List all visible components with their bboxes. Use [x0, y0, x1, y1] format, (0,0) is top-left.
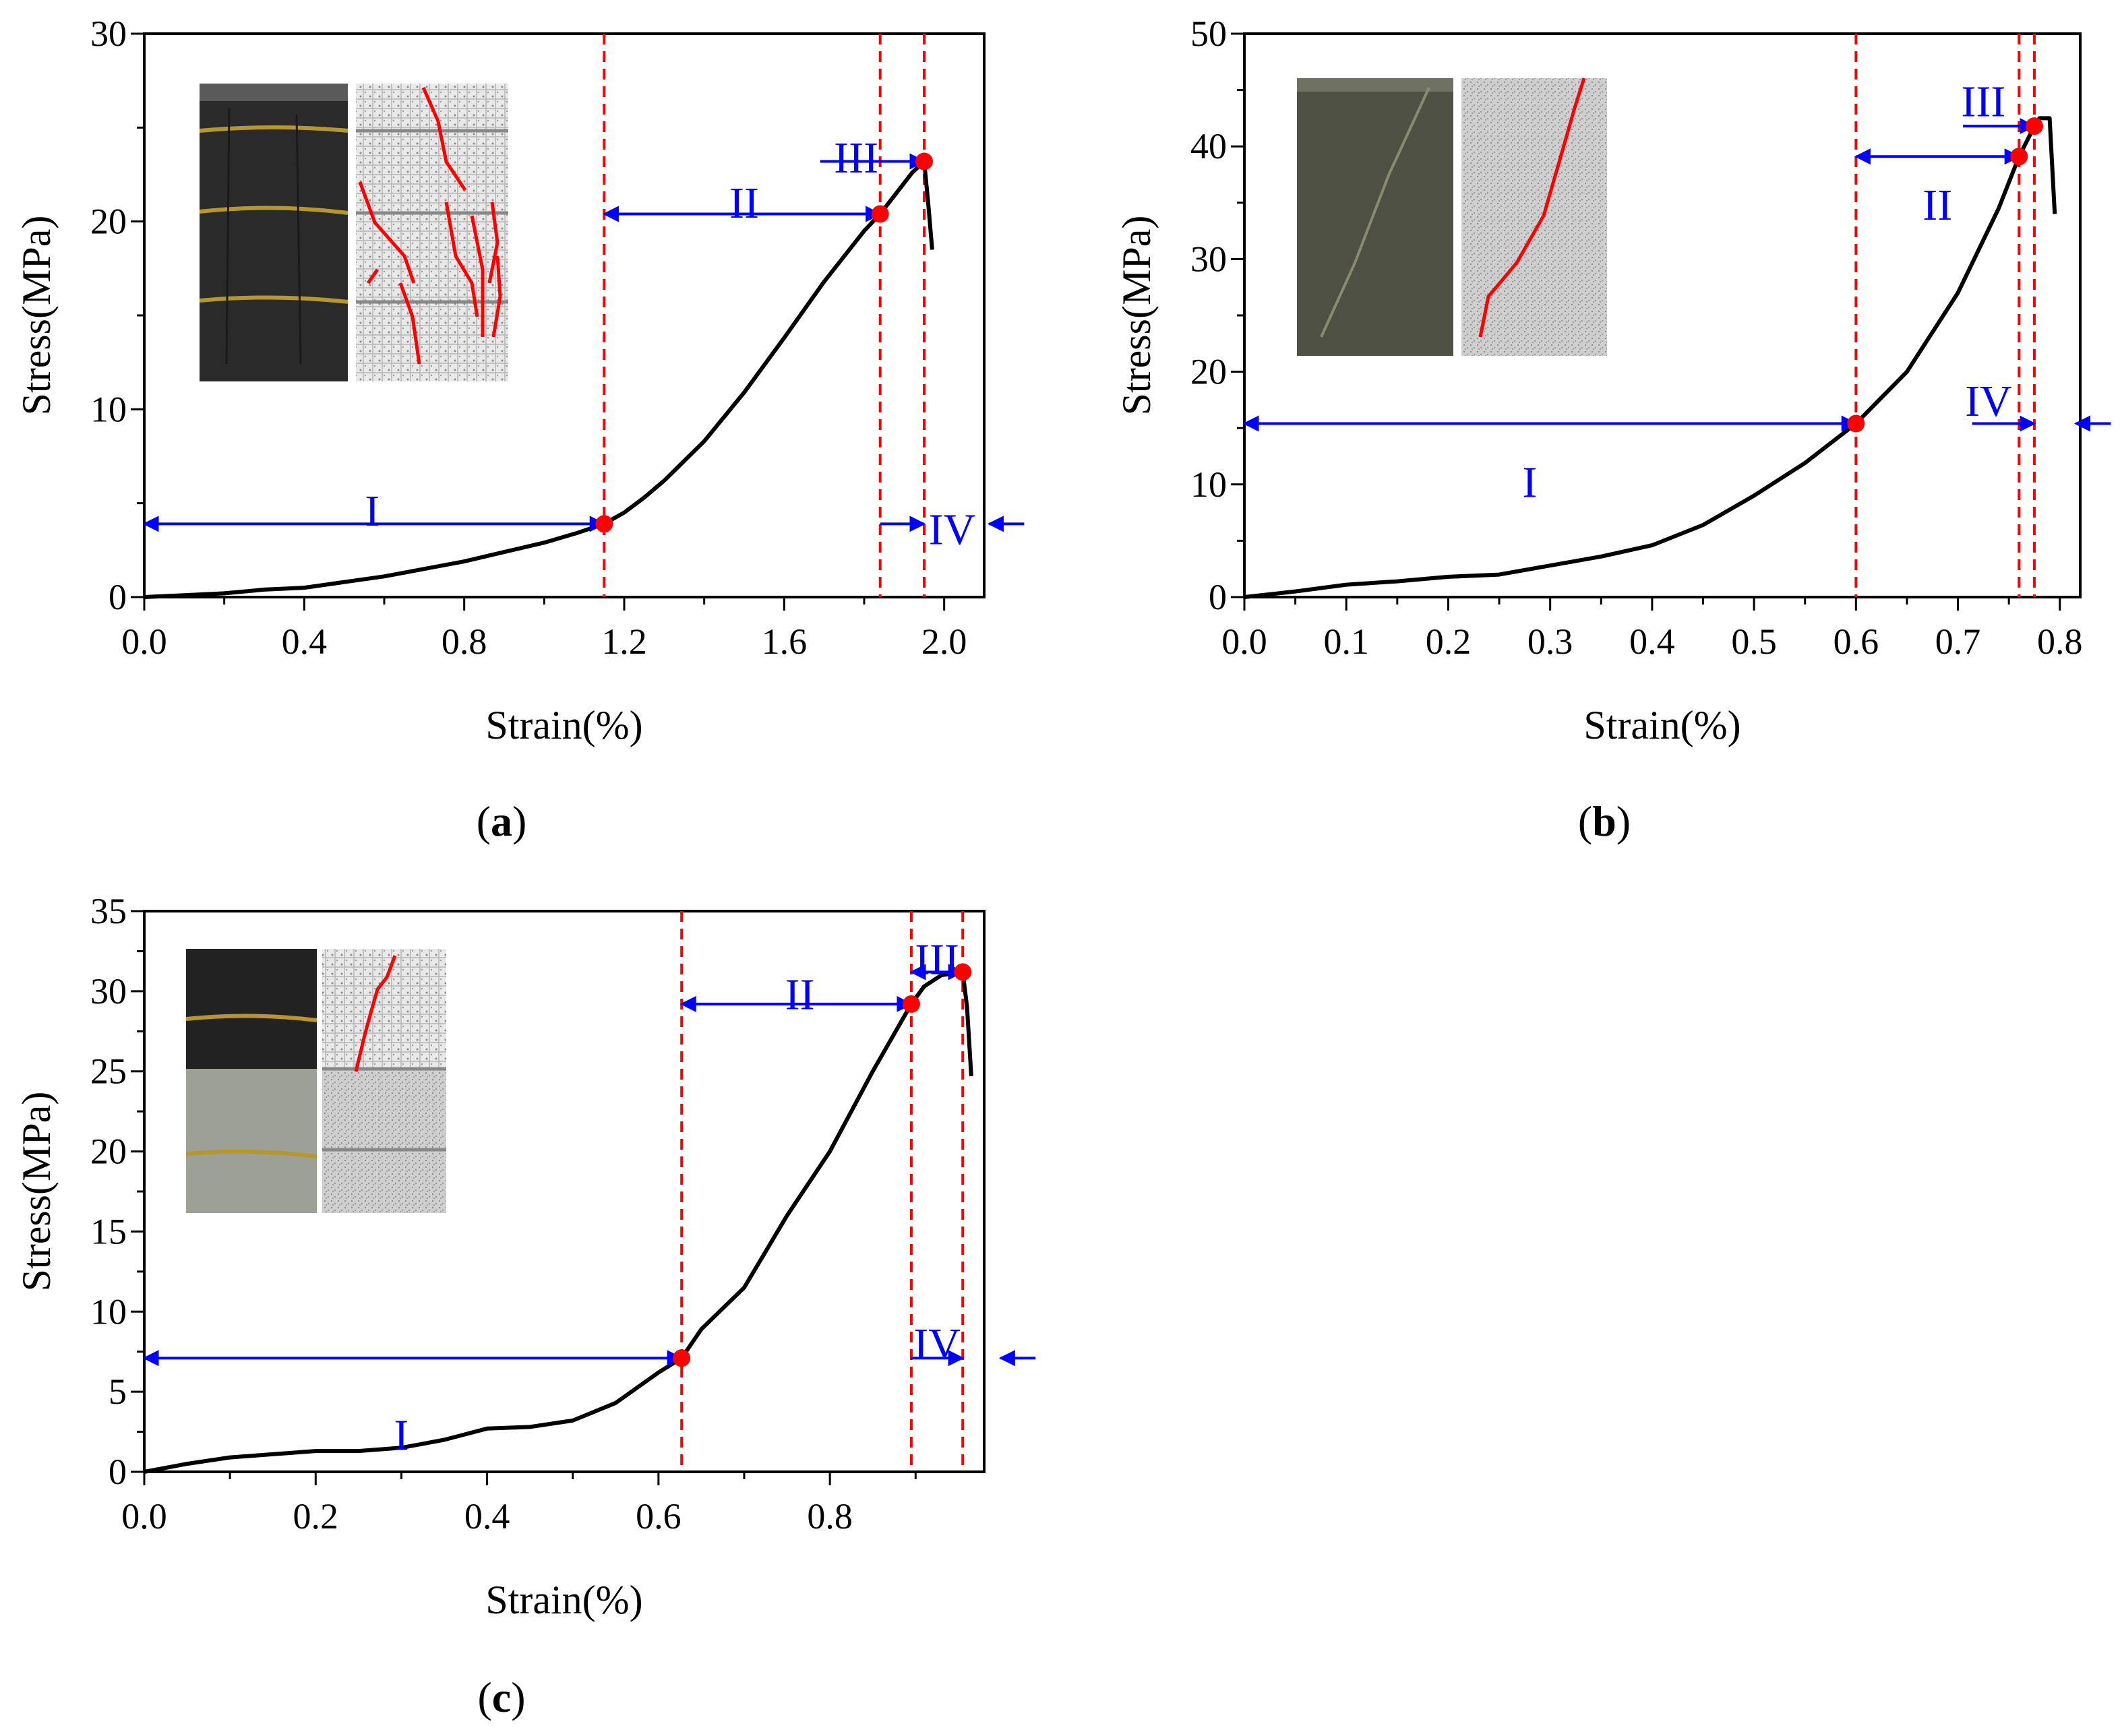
x-axis-title: Strain(%)	[1583, 703, 1740, 747]
x-tick-label: 1.6	[762, 621, 808, 662]
stage-label: III	[915, 935, 959, 984]
specimen-photo-b-cracked	[1461, 78, 1607, 356]
x-tick-label: 0.3	[1527, 621, 1573, 662]
x-tick-label: 0.4	[464, 1496, 510, 1537]
y-axis-title: Stress(MPa)	[14, 216, 59, 416]
specimen-photo-a-intact	[199, 84, 349, 381]
x-tick-label: 0.1	[1323, 621, 1369, 662]
stress-strain-curve	[1244, 116, 2057, 599]
x-tick-label: 0.4	[282, 621, 328, 662]
y-axis-title: Stress(MPa)	[14, 1092, 59, 1292]
x-tick-label: 0.6	[636, 1496, 682, 1537]
y-tick-label: 20	[90, 202, 127, 242]
panel-letter: b	[1592, 797, 1616, 845]
x-tick-label: 0.4	[1629, 621, 1675, 662]
y-tick-label: 10	[1190, 464, 1227, 505]
x-tick-label: 1.2	[601, 621, 647, 662]
x-tick-label: 0.0	[1221, 621, 1267, 662]
stage-label: IV	[929, 505, 976, 555]
x-tick-label: 0.7	[1935, 621, 1981, 662]
y-tick-label: 5	[109, 1371, 127, 1412]
stage-point-marker	[871, 205, 889, 223]
specimen-photo-c-intact	[185, 949, 317, 1213]
stage-label: I	[394, 1410, 408, 1460]
panel-b: 0.0 0.1 0.2 0.3 0.4 0.5 0.6 0.7 0.8 0 10 20 30 40 50 St…	[1114, 13, 2111, 845]
x-tick-label: 0.8	[442, 621, 487, 662]
x-axis-title: Strain(%)	[485, 1578, 642, 1622]
stage-label: III	[1961, 77, 2005, 126]
panel-a: 0.0 0.4 0.8 1.2 1.6 2.0 0 10 20 30 Strain(%) Stress…	[14, 13, 1025, 845]
y-tick-label: 30	[1190, 239, 1227, 279]
y-tick-label: 35	[90, 891, 127, 931]
y-tick-label: 10	[90, 1291, 127, 1332]
specimen-photo-a-cracked	[356, 84, 508, 381]
panel-label: (b)	[1578, 797, 1631, 845]
y-tick-label: 20	[90, 1132, 127, 1172]
panel-label: (c)	[477, 1673, 525, 1721]
x-tick-label: 2.0	[921, 621, 967, 662]
stress-strain-curve	[144, 970, 973, 1474]
stage-label: I	[365, 487, 380, 536]
panel-c: 0.0 0.2 0.4 0.6 0.8 0 5 10 15 20 25 30 35 Strain(%) St…	[14, 891, 1036, 1721]
y-tick-label: 50	[1190, 13, 1227, 54]
y-tick-label: 15	[90, 1211, 127, 1251]
y-axis-title: Stress(MPa)	[1114, 216, 1159, 416]
specimen-photos-c	[185, 949, 446, 1213]
specimen-photos-a	[199, 84, 508, 381]
x-tick-label: 0.2	[1426, 621, 1472, 662]
panel-letter: c	[492, 1673, 511, 1721]
y-tick-label: 20	[1190, 352, 1227, 392]
stage-point-marker	[2025, 117, 2043, 135]
stage-label: I	[1522, 458, 1537, 507]
y-tick-label: 25	[90, 1051, 127, 1092]
specimen-photo-b-intact	[1297, 78, 1453, 356]
y-tick-label: 0	[109, 1452, 127, 1492]
stage-label: II	[1922, 181, 1952, 230]
x-tick-label: 0.0	[121, 621, 167, 662]
stage-point-marker	[915, 152, 933, 170]
y-tick-label: 30	[90, 13, 127, 54]
stage-label: IV	[913, 1320, 961, 1369]
x-tick-label: 0.2	[293, 1496, 339, 1537]
stage-point-marker	[2010, 148, 2028, 166]
panel-letter: a	[491, 797, 512, 845]
x-tick-label: 0.8	[2037, 621, 2083, 662]
y-tick-label: 30	[90, 971, 127, 1012]
x-axis-title: Strain(%)	[485, 703, 642, 747]
stage-label: IV	[1965, 377, 2012, 426]
stage-point-marker	[954, 963, 972, 981]
stress-strain-curve	[144, 159, 934, 599]
x-tick-label: 0.6	[1834, 621, 1879, 662]
stage-label: III	[834, 133, 878, 183]
x-tick-label: 0.0	[121, 1496, 167, 1537]
y-tick-label: 0	[109, 577, 127, 617]
x-tick-label: 0.8	[807, 1496, 853, 1537]
y-tick-label: 10	[90, 389, 127, 429]
y-tick-label: 40	[1190, 126, 1227, 166]
stage-point-marker	[595, 515, 613, 533]
stage-point-marker	[673, 1349, 691, 1367]
specimen-photo-c-cracked	[322, 949, 446, 1213]
stage-label: II	[785, 970, 815, 1020]
stage-point-marker	[902, 995, 920, 1013]
stage-point-marker	[1847, 414, 1865, 433]
panel-label: (a)	[477, 797, 527, 845]
specimen-photos-b	[1297, 78, 1607, 356]
stage-label: II	[729, 179, 759, 228]
y-tick-label: 0	[1209, 577, 1227, 617]
x-tick-label: 0.5	[1731, 621, 1777, 662]
